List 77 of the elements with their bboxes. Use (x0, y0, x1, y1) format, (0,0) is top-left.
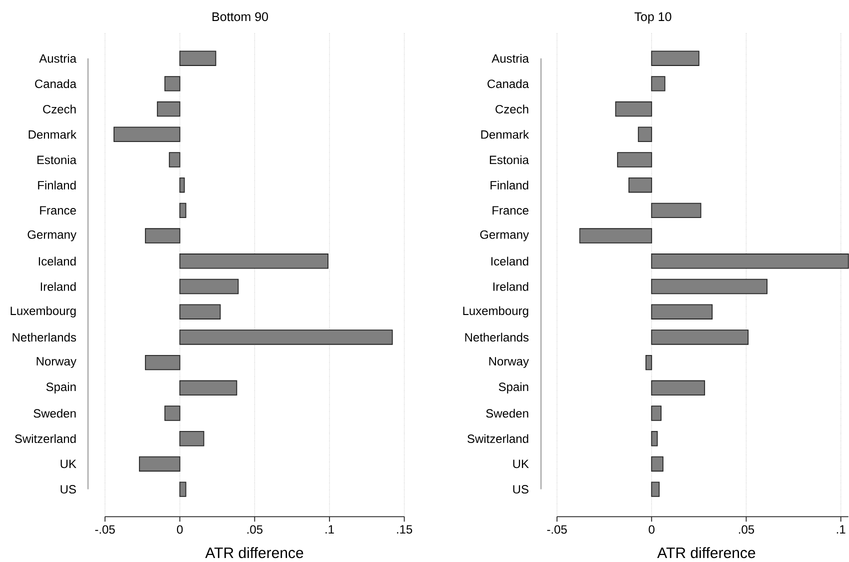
y-tick-label: Netherlands (12, 332, 76, 342)
bar (651, 202, 702, 218)
y-tick-label: France (492, 206, 528, 215)
y-tick-label: Canada (35, 79, 76, 88)
y-tick-label: Switzerland (467, 434, 528, 444)
y-tick-label: UK (60, 460, 76, 468)
y-tick-label: Norway (36, 357, 76, 368)
y-tick-label: Germany (480, 230, 529, 242)
bar (651, 330, 749, 345)
bar (179, 330, 393, 345)
y-tick-label: Netherlands (465, 332, 529, 342)
chart-title: Bottom 90 (212, 12, 268, 22)
x-tick-label: .1 (326, 525, 334, 534)
y-tick-label: Spain (498, 382, 528, 394)
y-tick-label: Spain (46, 382, 76, 394)
y-tick-label: Finland (38, 180, 76, 190)
y-tick-label: Luxembourg (463, 306, 528, 318)
bar (651, 278, 768, 294)
bar (164, 406, 180, 421)
y-tick-label: Finland (490, 180, 528, 190)
bar (651, 50, 700, 66)
y-tick-label: Germany (28, 230, 76, 242)
bar (156, 101, 180, 117)
bar (144, 354, 180, 370)
bar (651, 380, 706, 396)
bar (179, 304, 221, 320)
y-tick-label: Norway (489, 357, 529, 368)
y-tick-label: Denmark (28, 130, 76, 139)
y-tick-label: Iceland (491, 256, 528, 266)
y-tick-label: France (40, 206, 76, 215)
y-tick-label: Czech (43, 104, 76, 114)
bar (651, 254, 849, 269)
bar (179, 50, 216, 66)
y-tick-label: Sweden (34, 408, 76, 418)
x-tick-label: -.05 (547, 525, 567, 534)
x-tick-label: .05 (738, 525, 754, 534)
y-tick-label: Estonia (490, 155, 529, 164)
bar (579, 228, 652, 244)
x-tick-label: .15 (397, 525, 412, 534)
bar (179, 380, 238, 396)
bar (179, 278, 239, 294)
y-tick-label: Austria (39, 54, 76, 63)
x-axis-title: ATR difference (657, 547, 756, 558)
bar (179, 482, 186, 497)
bar (164, 76, 180, 92)
chart-title: Top 10 (634, 12, 672, 24)
y-tick-label: UK (513, 460, 529, 468)
bar (144, 228, 180, 244)
y-tick-label: Canada (488, 79, 529, 88)
y-tick-label: US (513, 485, 528, 494)
bar (615, 101, 652, 117)
bar (179, 202, 186, 218)
bar (168, 152, 180, 168)
y-tick-label: Czech (496, 104, 528, 114)
x-tick-label: .05 (247, 525, 262, 534)
bar (179, 430, 204, 446)
y-tick-label: Denmark (481, 130, 529, 139)
y-tick-label: Sweden (486, 408, 528, 418)
y-tick-label: Luxembourg (10, 306, 76, 318)
y-tick-label: US (60, 485, 76, 494)
y-tick-label: Switzerland (14, 434, 76, 444)
y-tick-label: Estonia (37, 155, 76, 164)
bar (138, 456, 180, 472)
y-tick-label: Austria (492, 54, 529, 63)
y-tick-label: Ireland (40, 282, 76, 291)
y-tick-label: Ireland (493, 282, 528, 291)
bar (179, 254, 328, 269)
bar (617, 152, 652, 168)
bar (114, 126, 180, 142)
y-tick-label: Iceland (38, 256, 76, 266)
bar (651, 304, 713, 320)
x-tick-label: .1 (836, 525, 846, 534)
x-tick-label: 0 (176, 525, 183, 534)
x-tick-label: -.05 (95, 525, 115, 534)
bar (179, 177, 185, 193)
x-tick-label: 0 (648, 525, 654, 534)
x-axis-title: ATR difference (205, 547, 304, 558)
